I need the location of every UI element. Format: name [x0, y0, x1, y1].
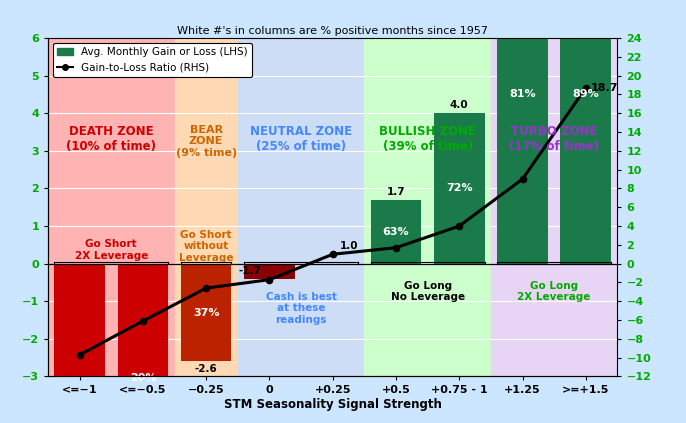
Bar — [174, 38, 238, 376]
Text: 1.7: 1.7 — [387, 187, 405, 197]
Bar — [434, 113, 484, 264]
Bar — [48, 38, 174, 376]
Legend: Avg. Monthly Gain or Loss (LHS), Gain-to-Loss Ratio (RHS): Avg. Monthly Gain or Loss (LHS), Gain-to… — [54, 43, 252, 77]
Title: White #'s in columns are % positive months since 1957: White #'s in columns are % positive mont… — [177, 26, 488, 36]
Text: 20%: 20% — [130, 374, 156, 383]
Text: Go Short
2X Leverage: Go Short 2X Leverage — [75, 239, 148, 261]
Text: 81%: 81% — [509, 90, 536, 99]
Text: Go Long
No Leverage: Go Long No Leverage — [390, 280, 464, 302]
Text: 4.0: 4.0 — [450, 100, 469, 110]
Bar — [370, 200, 421, 264]
Text: 89%: 89% — [572, 90, 599, 99]
Text: BEAR
ZONE
(9% time): BEAR ZONE (9% time) — [176, 124, 237, 158]
Text: 1.0: 1.0 — [340, 241, 359, 250]
Bar — [117, 264, 168, 423]
Bar — [238, 38, 364, 376]
Text: 72%: 72% — [446, 184, 473, 193]
Text: -1.7: -1.7 — [239, 266, 262, 276]
Text: NEUTRAL ZONE
(25% of time): NEUTRAL ZONE (25% of time) — [250, 124, 352, 153]
Text: 18.7: 18.7 — [591, 83, 618, 93]
Bar — [560, 0, 611, 264]
Bar — [497, 0, 548, 264]
Bar — [491, 38, 617, 376]
X-axis label: STM Seasonality Signal Strength: STM Seasonality Signal Strength — [224, 398, 442, 411]
Bar — [244, 264, 295, 279]
Text: DEATH ZONE
(10% of time): DEATH ZONE (10% of time) — [67, 124, 156, 153]
Bar — [181, 264, 231, 361]
Bar — [364, 38, 491, 376]
Text: Go Short
without
Leverage: Go Short without Leverage — [179, 230, 233, 263]
Text: -2.6: -2.6 — [195, 365, 217, 374]
Bar — [54, 264, 105, 423]
Text: Cash is best
at these
readings: Cash is best at these readings — [265, 292, 337, 325]
Text: Go Long
2X Leverage: Go Long 2X Leverage — [517, 280, 591, 302]
Text: 37%: 37% — [193, 308, 220, 318]
Text: BULLISH ZONE
(39% of time): BULLISH ZONE (39% of time) — [379, 124, 476, 153]
Text: TURBO ZONE
(17% of time): TURBO ZONE (17% of time) — [509, 124, 599, 153]
Text: 63%: 63% — [383, 227, 410, 237]
